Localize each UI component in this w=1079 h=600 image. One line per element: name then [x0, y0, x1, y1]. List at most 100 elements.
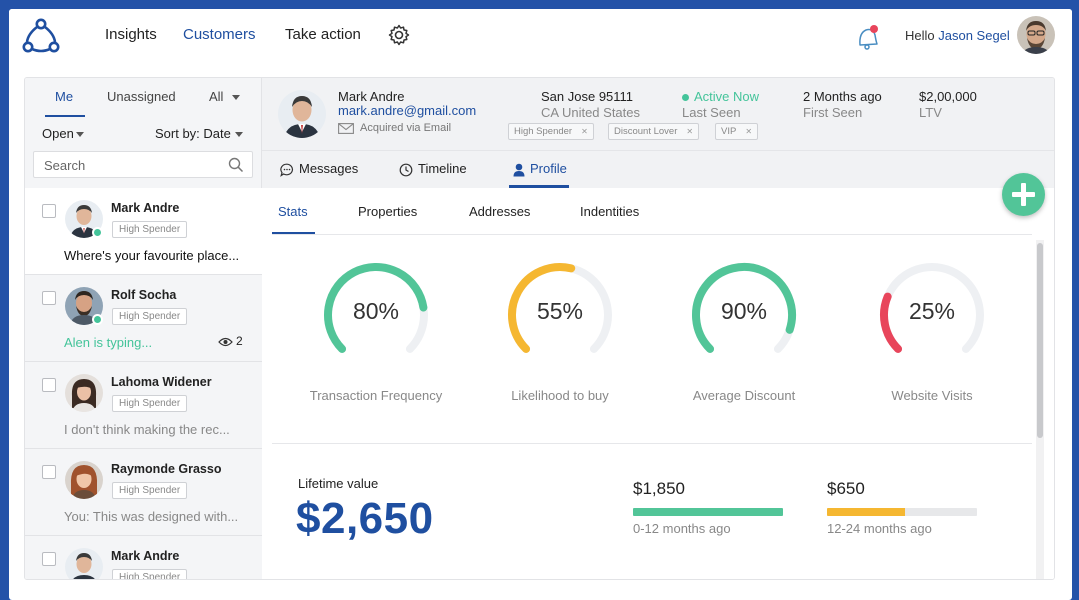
- conversation-item[interactable]: Lahoma Widener High Spender I don't thin…: [25, 362, 262, 449]
- close-icon[interactable]: ✕: [686, 127, 694, 136]
- user-avatar[interactable]: [1017, 16, 1055, 54]
- close-icon[interactable]: ✕: [745, 127, 753, 136]
- app-window: Insights Customers Take action Hello Jas…: [9, 9, 1072, 600]
- profile-tag: High Spender ✕: [508, 123, 594, 140]
- brand-logo-icon[interactable]: [22, 18, 60, 54]
- first-seen-info: 2 Months ago First Seen: [803, 89, 882, 120]
- tab-identities[interactable]: Indentities: [580, 204, 640, 219]
- contact-avatar: [65, 461, 103, 499]
- profile-tag-label: High Spender: [514, 126, 573, 137]
- tab-messages-label: Messages: [299, 161, 359, 176]
- gauge-fill: [880, 292, 903, 353]
- contact-tag: High Spender: [112, 221, 188, 238]
- eye-icon: [218, 337, 233, 346]
- tab-profile[interactable]: Profile: [513, 161, 567, 177]
- notification-bell-icon[interactable]: [854, 23, 882, 51]
- contact-name: Rolf Socha: [111, 288, 177, 302]
- close-icon[interactable]: ✕: [581, 127, 588, 136]
- tab-messages[interactable]: Messages: [280, 161, 358, 177]
- tab-properties[interactable]: Properties: [358, 204, 418, 219]
- message-preview: I don't think making the rec...: [64, 422, 230, 437]
- segment-label: 0-12 months ago: [633, 521, 731, 536]
- first-seen-value: 2 Months ago: [803, 89, 882, 104]
- search-input[interactable]: [44, 156, 224, 174]
- gauge-value: 25%: [908, 298, 956, 324]
- ltv-label-header: LTV: [919, 105, 942, 120]
- customer-avatar: [278, 90, 326, 138]
- tab-all[interactable]: All: [209, 89, 241, 104]
- viewer-count: 2: [218, 334, 243, 348]
- contact-tag: High Spender: [112, 569, 188, 579]
- message-preview: You: This was designed with...: [64, 509, 239, 524]
- contact-tag: High Spender: [112, 395, 188, 412]
- add-button[interactable]: [1002, 173, 1045, 216]
- status-label: Last Seen: [682, 105, 741, 120]
- plus-icon-stroke: [1021, 183, 1026, 206]
- segment-progress-fill: [633, 508, 783, 516]
- gauge-transaction-frequency: [324, 263, 428, 353]
- lifetime-value: $2,650: [296, 494, 434, 543]
- location-info: San Jose 95111 CA United States: [541, 89, 640, 120]
- conversation-item[interactable]: Raymonde Grasso High Spender You: This w…: [25, 449, 262, 536]
- active-subtab-indicator: [272, 232, 315, 234]
- conversation-checkbox[interactable]: [42, 552, 56, 566]
- tab-me[interactable]: Me: [55, 89, 74, 104]
- conversation-checkbox[interactable]: [42, 465, 56, 479]
- greeting-text: Hello: [905, 28, 935, 43]
- conversation-item[interactable]: Rolf Socha High Spender Alen is typing..…: [25, 275, 262, 362]
- chevron-down-icon: [75, 132, 84, 138]
- conversation-checkbox[interactable]: [42, 204, 56, 218]
- profile-tabs: Messages Timeline Profile: [262, 150, 1054, 188]
- message-preview: Where's your favourite place...: [64, 248, 240, 263]
- contact-name: Mark Andre: [111, 201, 180, 215]
- tab-unassigned[interactable]: Unassigned: [107, 89, 176, 104]
- tab-addresses[interactable]: Addresses: [469, 204, 531, 219]
- segment-label: 12-24 months ago: [827, 521, 932, 536]
- user-name[interactable]: Jason Segel: [938, 28, 1010, 43]
- profile-tag-label: Discount Lover: [614, 126, 678, 137]
- active-status-dot: [682, 94, 689, 102]
- sort-dropdown[interactable]: Sort by: Date: [155, 126, 243, 141]
- gauge-label: Likelihood to buy: [511, 388, 609, 403]
- gauge-likelihood-to-buy: [508, 263, 612, 353]
- clock-icon: [399, 163, 413, 176]
- tab-stats[interactable]: Stats: [278, 204, 308, 219]
- contact-avatar: [65, 548, 103, 579]
- status-filter-dropdown[interactable]: Open: [42, 126, 84, 141]
- gauge-average-discount: [692, 263, 796, 353]
- acquisition-text: Acquired via Email: [360, 122, 452, 134]
- status-active: Active Now: [682, 89, 759, 104]
- tab-timeline[interactable]: Timeline: [399, 161, 467, 177]
- segment-progress-bar: [827, 508, 977, 516]
- segment-amount: $650: [827, 479, 865, 498]
- gauge-value: 80%: [352, 298, 400, 324]
- conversation-item[interactable]: Mark Andre High Spender: [25, 536, 262, 579]
- nav-insights[interactable]: Insights: [105, 26, 157, 43]
- customer-email[interactable]: mark.andre@gmail.com: [338, 103, 477, 118]
- main-panel: Me Unassigned All Open Sort by: Date: [24, 77, 1055, 580]
- gear-icon[interactable]: [387, 23, 411, 47]
- chevron-down-icon: [232, 95, 241, 101]
- contact-tag: High Spender: [112, 482, 188, 499]
- active-tab-indicator: [509, 185, 569, 188]
- search-box: [33, 151, 253, 178]
- segment-amount: $1,850: [633, 479, 685, 498]
- tab-timeline-label: Timeline: [418, 161, 467, 176]
- typing-indicator: Alen is typing...: [64, 335, 153, 350]
- first-seen-label: First Seen: [803, 105, 863, 120]
- conversation-checkbox[interactable]: [42, 378, 56, 392]
- gauge-value: 90%: [720, 298, 768, 324]
- nav-customers[interactable]: Customers: [183, 26, 256, 43]
- gauge-website-visits: [880, 263, 984, 353]
- nav-take-action[interactable]: Take action: [285, 26, 361, 43]
- lifetime-value-label: Lifetime value: [298, 476, 379, 491]
- divider: [272, 443, 1032, 444]
- conversation-checkbox[interactable]: [42, 291, 56, 305]
- search-icon[interactable]: [228, 157, 244, 173]
- status-info: Active Now Last Seen: [682, 89, 759, 120]
- status-text: Active Now: [694, 89, 760, 104]
- conversation-item[interactable]: Mark Andre High Spender Where's your fav…: [25, 188, 262, 275]
- scrollbar-thumb[interactable]: [1037, 243, 1043, 438]
- viewer-count-value: 2: [236, 334, 243, 348]
- chevron-down-icon: [234, 132, 243, 138]
